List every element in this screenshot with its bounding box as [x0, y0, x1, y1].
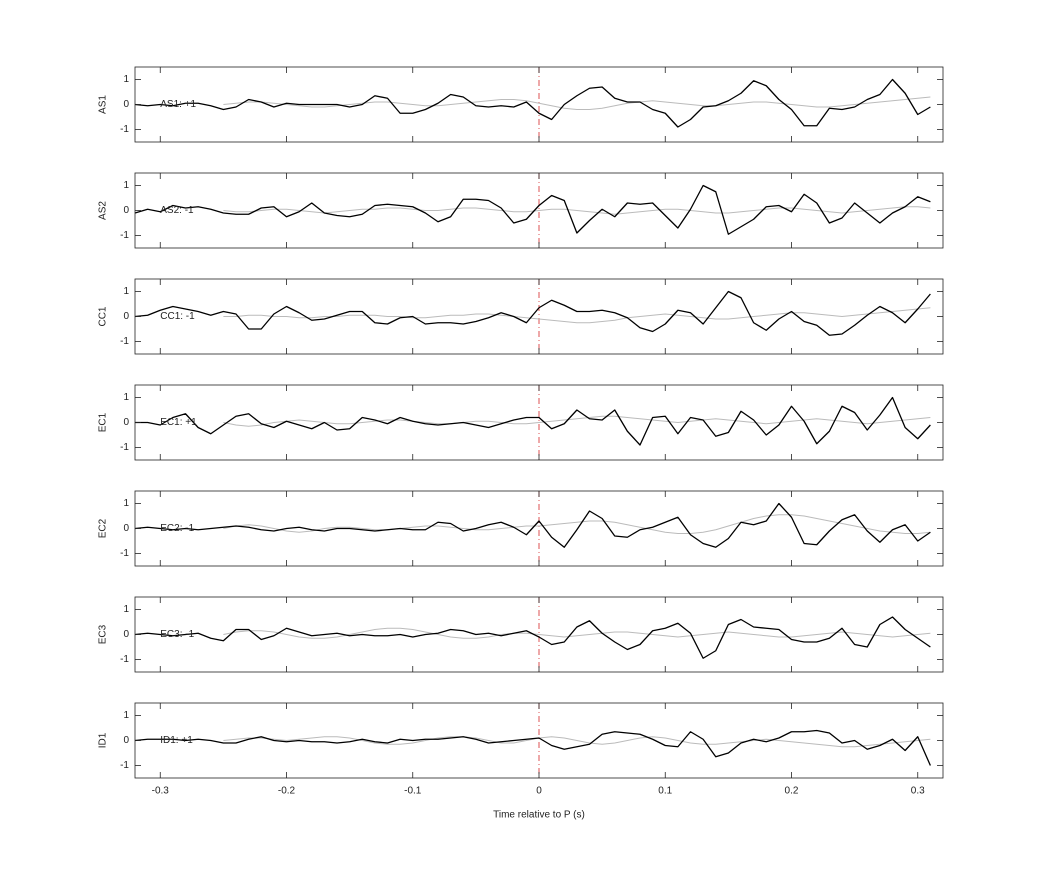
y-tick-label: -1: [120, 230, 129, 241]
subplot: CC1: -1 1 0 -1 CC1: [98, 278, 944, 355]
subplot: EC1: +1 1 0 -1 EC1: [98, 384, 944, 461]
y-axis-label: AS2: [98, 201, 109, 220]
data-line: [134, 502, 931, 548]
data-line: [134, 290, 931, 336]
data-line: [223, 96, 931, 110]
x-tick-label: -0.1: [404, 786, 422, 797]
annotation: CC1: -1: [160, 311, 195, 322]
y-tick-label: 0: [123, 417, 129, 428]
y-axis-label: EC1: [98, 412, 109, 432]
y-tick-label: -1: [120, 760, 129, 771]
x-tick-label: -0.2: [278, 786, 296, 797]
subplot: EC2: -1 1 0 -1 EC2: [98, 490, 944, 567]
x-tick-label: 0.2: [785, 786, 799, 797]
y-tick-label: 1: [123, 74, 129, 85]
y-axis-label: EC3: [98, 624, 109, 644]
y-tick-label: -1: [120, 336, 129, 347]
data-line: [134, 616, 931, 659]
subplot: ID1: +1 1 0 -1 -0.3 -0.2 -0.1 0 0.1 0.2 0.3 ID1 Time…: [98, 702, 944, 821]
data-line: [223, 514, 931, 534]
y-tick-label: -1: [120, 124, 129, 135]
annotation: ID1: +1: [160, 735, 193, 746]
y-tick-label: 0: [123, 311, 129, 322]
y-axis-label: CC1: [98, 306, 109, 326]
axes-frame: [134, 66, 944, 143]
y-tick-label: -1: [120, 442, 129, 453]
x-axis-label: Time relative to P (s): [493, 810, 585, 821]
subplot: EC3: -1 1 0 -1 EC3: [98, 596, 944, 673]
axes-frame: [134, 278, 944, 355]
x-tick-label: -0.3: [152, 786, 170, 797]
y-tick-label: 0: [123, 735, 129, 746]
annotation: EC2: -1: [160, 523, 194, 534]
data-line: [223, 206, 931, 215]
y-tick-label: 0: [123, 629, 129, 640]
y-tick-label: 1: [123, 604, 129, 615]
y-axis-label: EC2: [98, 518, 109, 538]
y-tick-label: 1: [123, 286, 129, 297]
y-axis-label: AS1: [98, 95, 109, 114]
data-line: [223, 307, 931, 324]
subplot: AS1: +1 1 0 -1 AS1: [98, 66, 944, 143]
y-tick-label: 1: [123, 498, 129, 509]
data-line: [134, 184, 931, 235]
y-tick-label: 1: [123, 180, 129, 191]
annotation: EC1: +1: [160, 417, 197, 428]
data-line: [223, 415, 931, 427]
y-tick-label: 0: [123, 523, 129, 534]
annotation: AS1: +1: [160, 99, 196, 110]
data-line: [134, 729, 931, 766]
y-tick-label: 1: [123, 710, 129, 721]
x-tick-label: 0.3: [911, 786, 925, 797]
y-tick-label: -1: [120, 654, 129, 665]
data-line: [134, 78, 931, 128]
y-axis-label: ID1: [98, 732, 109, 748]
x-tick-label: 0: [536, 786, 542, 797]
annotation: AS2: -1: [160, 205, 194, 216]
subplot: AS2: -1 1 0 -1 AS2: [98, 172, 944, 249]
y-tick-label: 1: [123, 392, 129, 403]
data-line: [135, 396, 931, 446]
axes-frame: [134, 702, 944, 779]
x-tick-label: 0.1: [658, 786, 672, 797]
data-line: [223, 736, 931, 748]
annotation: EC3: -1: [160, 629, 194, 640]
data-line: [223, 627, 931, 639]
y-tick-label: -1: [120, 548, 129, 559]
y-tick-label: 0: [123, 205, 129, 216]
y-tick-label: 0: [123, 99, 129, 110]
